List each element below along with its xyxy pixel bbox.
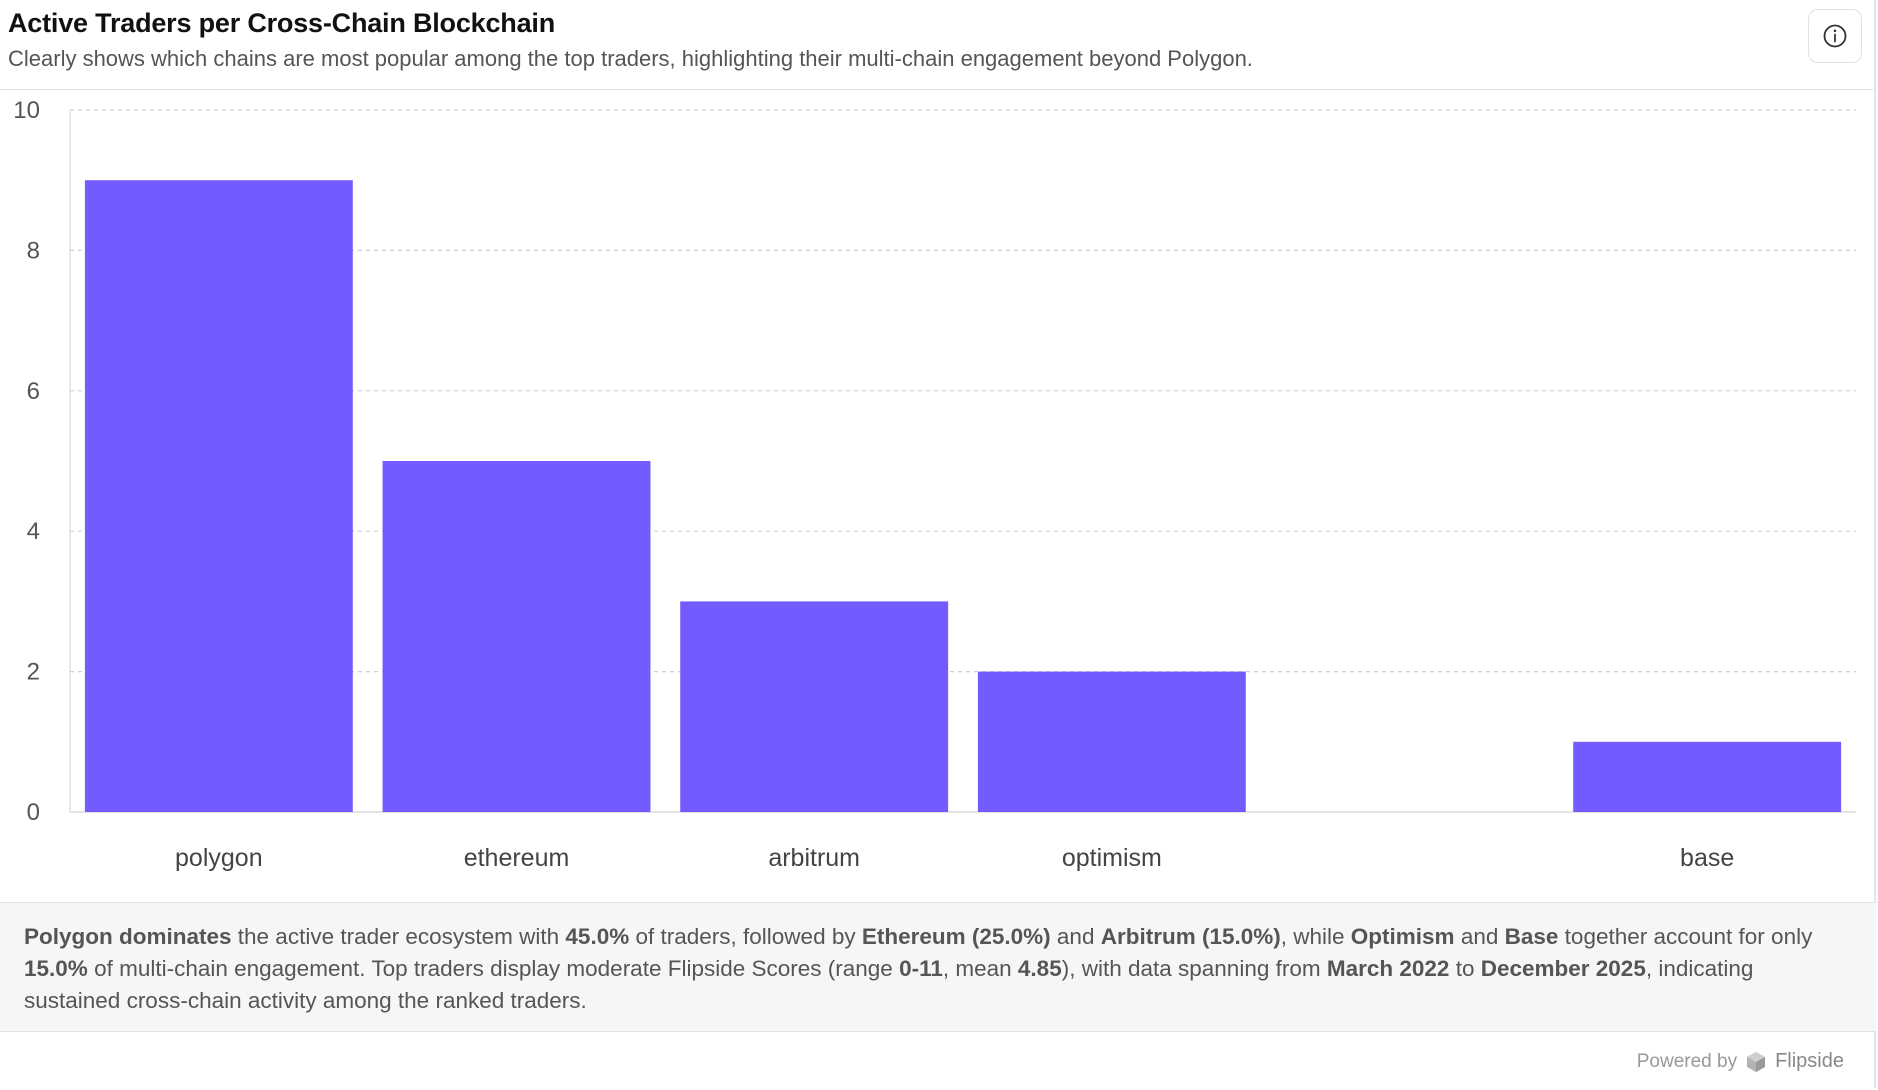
footer: Powered by Flipside bbox=[1637, 1050, 1844, 1073]
summary-text: together account for only bbox=[1558, 924, 1813, 949]
summary-text: to bbox=[1449, 956, 1481, 981]
grid-lines bbox=[70, 109, 1856, 673]
summary-text: , mean bbox=[942, 956, 1018, 981]
summary-highlight: 4.85 bbox=[1017, 956, 1062, 981]
summary-text: the active trader ecosystem with bbox=[231, 924, 566, 949]
y-tick-label: 0 bbox=[27, 799, 40, 826]
x-tick-label: polygon bbox=[175, 844, 263, 872]
y-tick-label: 6 bbox=[27, 378, 40, 405]
y-tick-label: 2 bbox=[27, 659, 40, 686]
bars bbox=[84, 180, 1842, 812]
info-button[interactable] bbox=[1808, 9, 1862, 63]
bar-ethereum[interactable] bbox=[382, 461, 651, 812]
summary-text: , indicating sustained cross-chain activ… bbox=[24, 956, 1754, 1013]
chart-subtitle: Clearly shows which chains are most popu… bbox=[8, 46, 1253, 71]
summary-highlight: Ethereum (25.0%) bbox=[861, 924, 1051, 949]
axes bbox=[69, 110, 1856, 813]
flipside-logo-icon bbox=[1747, 1051, 1766, 1072]
summary-highlight: March 2022 bbox=[1326, 956, 1450, 981]
x-tick-label: ethereum bbox=[464, 844, 570, 872]
summary-highlight: Polygon dominates bbox=[24, 924, 232, 949]
summary-text: ), with data spanning from bbox=[1061, 956, 1327, 981]
summary-highlight: 15.0% bbox=[24, 956, 88, 981]
summary-highlight: Base bbox=[1504, 924, 1559, 949]
summary-text: of multi-chain engagement. Top traders d… bbox=[87, 956, 900, 981]
y-tick-label: 4 bbox=[27, 518, 40, 545]
summary-text: and bbox=[1050, 924, 1101, 949]
summary-highlight: 45.0% bbox=[565, 924, 630, 949]
summary-text: of traders, followed by bbox=[629, 924, 862, 949]
chart-header: Active Traders per Cross-Chain Blockchai… bbox=[0, 0, 1876, 90]
bar-polygon[interactable] bbox=[84, 180, 353, 812]
chart-summary: Polygon dominates the active trader ecos… bbox=[0, 902, 1876, 1032]
labels: 0 2 4 6 8 10 polygon ethereum arbitrum optimism ba… bbox=[13, 97, 1734, 872]
bar-chart: 0 2 4 6 8 10 polygon ethereum arbitrum optimism ba… bbox=[13, 97, 1856, 872]
x-tick-label: optimism bbox=[1062, 844, 1162, 872]
bar-base[interactable] bbox=[1573, 741, 1842, 812]
x-tick-label: base bbox=[1680, 844, 1734, 872]
chart-title: Active Traders per Cross-Chain Blockchai… bbox=[8, 8, 555, 38]
y-tick-label: 10 bbox=[13, 97, 40, 124]
summary-highlight: Arbitrum (15.0%) bbox=[1100, 924, 1281, 949]
brand-name[interactable]: Flipside bbox=[1775, 1050, 1844, 1072]
bar-arbitrum[interactable] bbox=[680, 601, 949, 812]
summary-text: , while bbox=[1280, 924, 1351, 949]
summary-text: and bbox=[1454, 924, 1505, 949]
summary-highlight: Optimism bbox=[1350, 924, 1455, 949]
bar-optimism[interactable] bbox=[977, 671, 1246, 812]
x-tick-label: arbitrum bbox=[768, 844, 860, 872]
powered-by-text: Powered by bbox=[1636, 1050, 1738, 1072]
info-icon bbox=[1823, 24, 1847, 48]
y-tick-label: 8 bbox=[27, 237, 40, 264]
summary-highlight: December 2025 bbox=[1480, 956, 1646, 981]
summary-highlight: 0-11 bbox=[899, 956, 943, 981]
